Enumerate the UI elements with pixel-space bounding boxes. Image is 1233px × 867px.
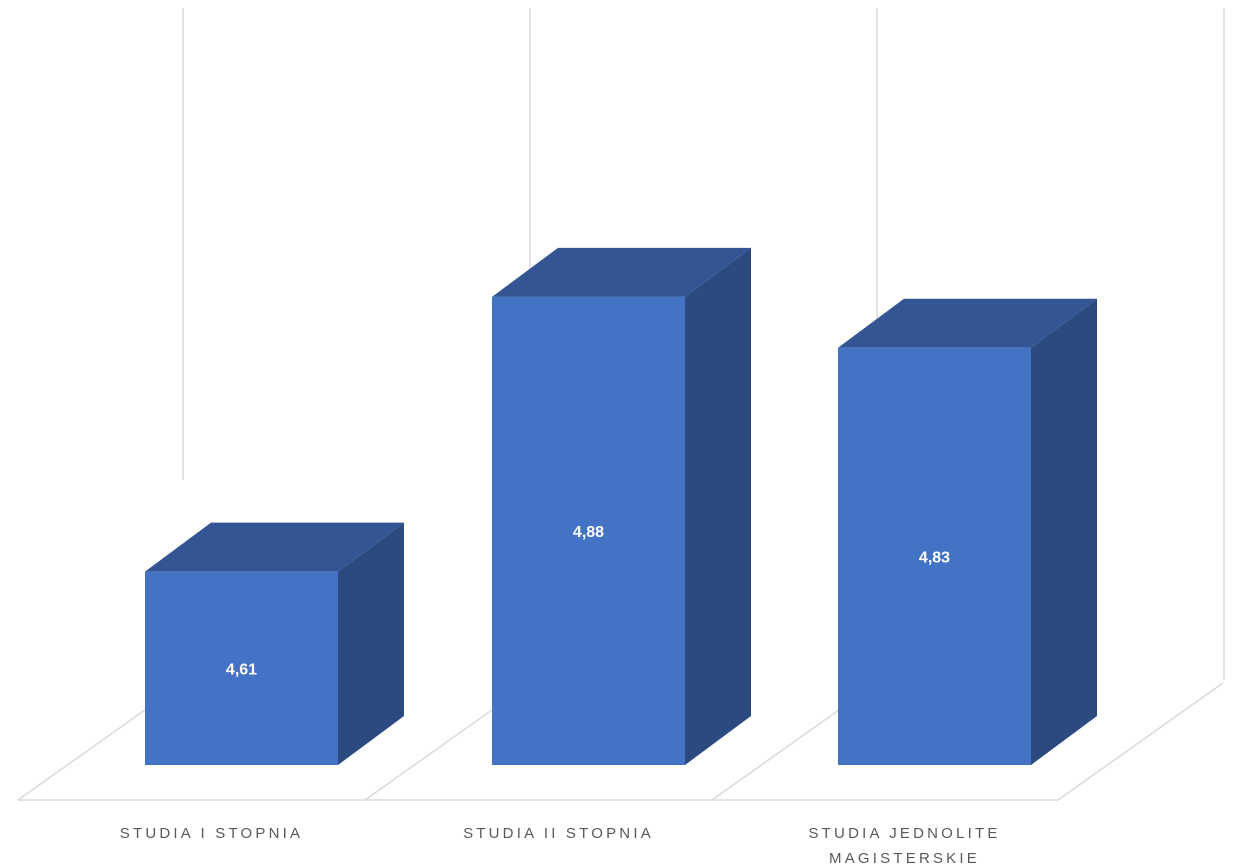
bar-front-face (838, 347, 1031, 765)
bar-top-face (145, 522, 404, 572)
x-axis-category-label: STUDIA II STOPNIA (463, 825, 654, 842)
bar-top-face (492, 247, 751, 297)
floor-divider-line (1057, 682, 1224, 801)
bar-front-face (145, 571, 338, 765)
data-labels: 4,61 4,88 4,83 (226, 524, 950, 678)
bar-side-face (685, 247, 751, 766)
data-label: 4,88 (573, 524, 604, 541)
bar (838, 298, 1097, 765)
bar-side-face (338, 522, 404, 765)
data-label: 4,83 (919, 549, 950, 566)
data-label: 4,61 (226, 661, 257, 678)
bar-front-face (492, 296, 685, 765)
bar-side-face (1031, 298, 1097, 765)
x-axis-category-label: STUDIA JEDNOLITE (808, 825, 1000, 842)
x-axis-labels: STUDIA I STOPNIA STUDIA II STOPNIA STUDIA … (120, 825, 1000, 867)
bar-top-face (838, 298, 1097, 348)
x-axis-category-label: STUDIA I STOPNIA (120, 825, 303, 842)
x-axis-category-label: MAGISTERSKIE (829, 850, 980, 867)
bar (492, 247, 751, 766)
bar (145, 522, 404, 765)
chart-floor (17, 682, 1224, 801)
bars (145, 247, 1097, 766)
